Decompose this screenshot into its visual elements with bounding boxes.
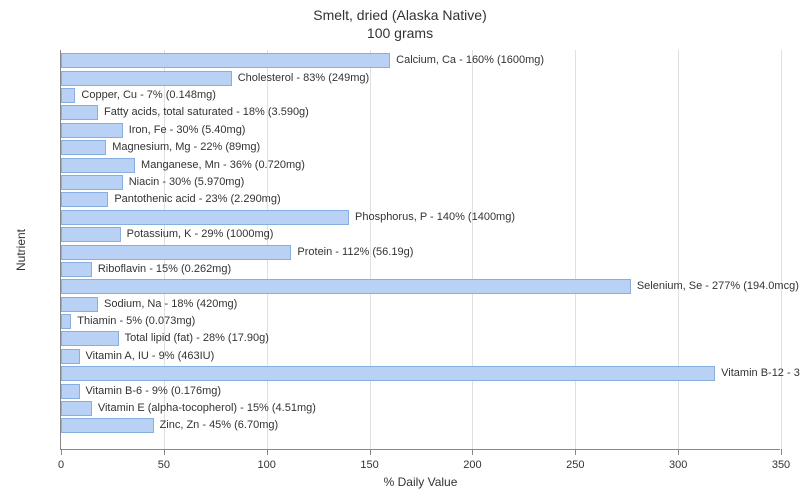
nutrient-bar [61, 297, 98, 312]
nutrient-bar-label: Riboflavin - 15% (0.262mg) [98, 262, 231, 277]
nutrient-bar [61, 262, 92, 277]
chart-title: Smelt, dried (Alaska Native) 100 grams [0, 0, 800, 42]
nutrient-bar [61, 349, 80, 364]
x-tick [370, 449, 371, 455]
nutrient-bar [61, 331, 119, 346]
nutrient-bar [61, 210, 349, 225]
gridline [781, 50, 782, 449]
nutrient-bar-label: Iron, Fe - 30% (5.40mg) [129, 123, 246, 138]
x-tick [678, 449, 679, 455]
x-tick-label: 100 [258, 459, 276, 471]
nutrient-bar [61, 418, 154, 433]
nutrient-bar-label: Zinc, Zn - 45% (6.70mg) [160, 418, 279, 433]
nutrient-bar-label: Cholesterol - 83% (249mg) [238, 71, 369, 86]
nutrient-bar [61, 227, 121, 242]
nutrient-bar-label: Vitamin B-12 - 318% (19.10mcg) [721, 366, 800, 381]
plot-area: Nutrient % Daily Value 05010015020025030… [60, 50, 780, 450]
nutrient-bar-label: Manganese, Mn - 36% (0.720mg) [141, 158, 305, 173]
y-axis-title: Nutrient [14, 228, 28, 270]
nutrient-bar [61, 245, 291, 260]
nutrient-bar-label: Protein - 112% (56.19g) [297, 245, 413, 260]
gridline [472, 50, 473, 449]
nutrient-bar-label: Copper, Cu - 7% (0.148mg) [81, 88, 216, 103]
nutrient-bar-label: Potassium, K - 29% (1000mg) [127, 227, 274, 242]
x-axis-title: % Daily Value [384, 475, 458, 489]
x-tick [575, 449, 576, 455]
nutrient-bar [61, 71, 232, 86]
x-tick [472, 449, 473, 455]
nutrient-bar-label: Pantothenic acid - 23% (2.290mg) [114, 192, 280, 207]
nutrient-bar [61, 105, 98, 120]
nutrient-bar [61, 175, 123, 190]
nutrient-bar-label: Sodium, Na - 18% (420mg) [104, 297, 237, 312]
x-tick-label: 50 [158, 459, 170, 471]
nutrient-bar-label: Magnesium, Mg - 22% (89mg) [112, 140, 260, 155]
nutrient-bar [61, 53, 390, 68]
x-tick-label: 150 [360, 459, 378, 471]
x-tick-label: 0 [58, 459, 64, 471]
nutrient-bar-label: Fatty acids, total saturated - 18% (3.59… [104, 105, 309, 120]
nutrient-bar [61, 192, 108, 207]
nutrient-chart: Smelt, dried (Alaska Native) 100 grams N… [0, 0, 800, 500]
nutrient-bar-label: Vitamin E (alpha-tocopherol) - 15% (4.51… [98, 401, 316, 416]
gridline [575, 50, 576, 449]
nutrient-bar-label: Niacin - 30% (5.970mg) [129, 175, 245, 190]
x-tick-label: 200 [463, 459, 481, 471]
nutrient-bar [61, 123, 123, 138]
nutrient-bar-label: Vitamin A, IU - 9% (463IU) [86, 349, 215, 364]
x-tick [267, 449, 268, 455]
nutrient-bar-label: Selenium, Se - 277% (194.0mcg) [637, 279, 799, 294]
x-tick-label: 250 [566, 459, 584, 471]
x-tick [164, 449, 165, 455]
nutrient-bar [61, 366, 715, 381]
x-tick-label: 300 [669, 459, 687, 471]
x-tick-label: 350 [772, 459, 790, 471]
gridline [678, 50, 679, 449]
nutrient-bar-label: Vitamin B-6 - 9% (0.176mg) [86, 384, 222, 399]
chart-title-line2: 100 grams [367, 25, 433, 41]
x-tick [781, 449, 782, 455]
nutrient-bar [61, 401, 92, 416]
nutrient-bar-label: Total lipid (fat) - 28% (17.90g) [125, 331, 269, 346]
nutrient-bar [61, 384, 80, 399]
x-tick [61, 449, 62, 455]
nutrient-bar-label: Calcium, Ca - 160% (1600mg) [396, 53, 544, 68]
nutrient-bar [61, 140, 106, 155]
chart-title-line1: Smelt, dried (Alaska Native) [313, 7, 487, 23]
nutrient-bar [61, 158, 135, 173]
nutrient-bar [61, 88, 75, 103]
nutrient-bar [61, 279, 631, 294]
nutrient-bar-label: Thiamin - 5% (0.073mg) [77, 314, 195, 329]
nutrient-bar [61, 314, 71, 329]
nutrient-bar-label: Phosphorus, P - 140% (1400mg) [355, 210, 515, 225]
